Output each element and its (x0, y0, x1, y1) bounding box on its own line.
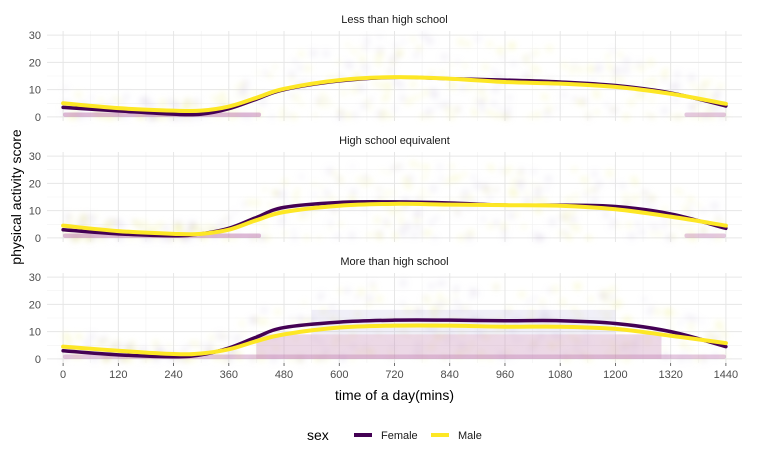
y-tick-label: 0 (35, 354, 41, 366)
y-tick-label: 30 (29, 272, 41, 284)
legend-label-male: Male (458, 430, 482, 442)
x-tick-label: 1200 (603, 369, 627, 381)
y-tick-label: 10 (29, 206, 41, 218)
x-tick-label: 360 (220, 369, 238, 381)
x-tick-label: 0 (60, 369, 66, 381)
series-line-male (61, 323, 728, 357)
y-tick-label: 0 (35, 112, 41, 124)
y-tick-label: 20 (29, 178, 41, 190)
y-tick-label: 30 (29, 30, 41, 42)
y-axis-title: physical activity score (8, 129, 24, 265)
facet-strip-title: Less than high school (341, 14, 447, 26)
x-tick-label: 600 (330, 369, 348, 381)
legend: sex Female Male (307, 427, 482, 443)
x-tick-label: 1440 (714, 369, 738, 381)
series-line-male (61, 201, 728, 237)
facet-panel-2: High school equivalent 0 10 20 30 (29, 135, 742, 245)
series-line-female (61, 318, 728, 359)
legend-label-female: Female (381, 430, 418, 442)
facet-panel-1: Less than high school 0 10 20 30 (29, 14, 742, 124)
x-tick-label: 960 (496, 369, 514, 381)
series-line-male (61, 75, 728, 114)
y-tick-label: 0 (35, 233, 41, 245)
x-tick-label: 480 (275, 369, 293, 381)
x-axis-title: time of a day(mins) (335, 387, 454, 403)
x-tick-label: 240 (164, 369, 182, 381)
y-tick-label: 10 (29, 327, 41, 339)
y-tick-label: 10 (29, 85, 41, 97)
y-tick-label: 20 (29, 57, 41, 69)
y-tick-label: 30 (29, 151, 41, 163)
y-tick-label: 20 (29, 299, 41, 311)
x-tick-label: 840 (441, 369, 459, 381)
legend-title: sex (307, 427, 329, 443)
raw-points-haze (60, 31, 728, 122)
x-tick-label: 1320 (658, 369, 682, 381)
facet-strip-title: More than high school (340, 256, 448, 268)
facet-strip-title: High school equivalent (339, 135, 450, 147)
x-tick-label: 120 (109, 369, 127, 381)
x-tick-label: 720 (385, 369, 403, 381)
facet-panel-3: More than high school 0 10 20 30 (29, 256, 742, 366)
x-tick-label: 1080 (548, 369, 572, 381)
x-axis-ticks: 0 120 240 360 480 600 720 840 960 1080 1200 1320 144… (60, 363, 738, 381)
